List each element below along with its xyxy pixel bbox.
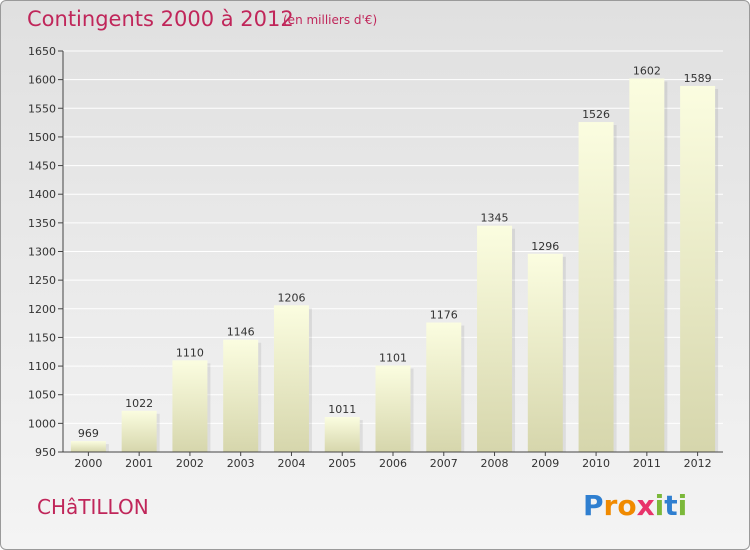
- x-tick-label: 2008: [481, 457, 509, 470]
- y-tick-label: 1250: [28, 274, 56, 287]
- data-label: 1602: [633, 64, 661, 77]
- data-label: 1101: [379, 351, 407, 364]
- y-tick-label: 1300: [28, 246, 56, 259]
- bar: [426, 322, 462, 452]
- x-tick-label: 2012: [684, 457, 712, 470]
- x-tick-label: 2006: [379, 457, 407, 470]
- data-label: 969: [78, 427, 99, 440]
- logo-letter: P: [583, 489, 604, 522]
- data-label: 1022: [125, 397, 153, 410]
- proxiti-logo: Proxiti: [583, 489, 687, 522]
- y-tick-label: 1600: [28, 74, 56, 87]
- data-label: 1176: [430, 309, 458, 322]
- data-label: 1146: [227, 326, 255, 339]
- y-tick-label: 1100: [28, 360, 56, 373]
- y-tick-label: 1200: [28, 303, 56, 316]
- y-tick-label: 1550: [28, 102, 56, 115]
- y-tick-label: 1500: [28, 131, 56, 144]
- y-tick-label: 1650: [28, 45, 56, 58]
- data-label: 1296: [531, 240, 559, 253]
- bar: [223, 339, 259, 452]
- chart-subtitle: (en milliers d'€): [283, 13, 378, 27]
- y-tick-label: 1050: [28, 389, 56, 402]
- y-tick-label: 1350: [28, 217, 56, 230]
- x-tick-label: 2004: [277, 457, 305, 470]
- x-tick-label: 2001: [125, 457, 153, 470]
- bar: [578, 122, 614, 452]
- x-tick-label: 2011: [633, 457, 661, 470]
- x-tick-label: 2003: [227, 457, 255, 470]
- y-tick-label: 1150: [28, 331, 56, 344]
- x-tick-label: 2009: [531, 457, 559, 470]
- logo-letter: t: [664, 489, 678, 522]
- commune-name: CHâTILLON: [37, 495, 149, 519]
- y-tick-label: 950: [35, 446, 56, 459]
- chart-title: Contingents 2000 à 2012: [27, 7, 294, 31]
- y-tick-label: 1450: [28, 160, 56, 173]
- x-tick-label: 2000: [74, 457, 102, 470]
- y-tick-label: 1400: [28, 188, 56, 201]
- data-label: 1206: [277, 291, 305, 304]
- bar: [70, 441, 106, 452]
- bar: [680, 85, 716, 453]
- x-tick-label: 2007: [430, 457, 458, 470]
- bar: [477, 225, 513, 452]
- bar: [121, 410, 157, 452]
- data-label: 1526: [582, 108, 610, 121]
- logo-letter: o: [617, 489, 637, 522]
- bar: [172, 360, 208, 452]
- data-label: 1345: [481, 212, 509, 225]
- logo-letter: i: [677, 489, 688, 522]
- x-tick-label: 2002: [176, 457, 204, 470]
- bar: [375, 365, 411, 452]
- logo-letter: x: [636, 489, 655, 522]
- x-tick-label: 2010: [582, 457, 610, 470]
- data-label: 1011: [328, 403, 356, 416]
- y-tick-label: 1000: [28, 417, 56, 430]
- bar: [324, 417, 360, 452]
- data-label: 1110: [176, 346, 204, 359]
- data-label: 1589: [684, 72, 712, 85]
- x-tick-label: 2005: [328, 457, 356, 470]
- logo-letter: i: [654, 489, 665, 522]
- bar: [629, 78, 665, 453]
- bar: [273, 305, 309, 452]
- bar: [527, 253, 563, 452]
- logo-letter: r: [603, 489, 618, 522]
